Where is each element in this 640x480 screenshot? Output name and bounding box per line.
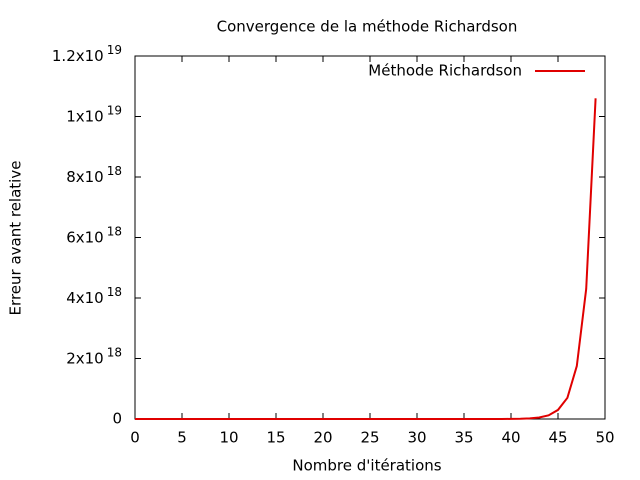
x-tick-label: 20 <box>313 429 332 447</box>
y-tick-mantissa: 2x10 <box>66 349 104 367</box>
x-axis-label: Nombre d'itérations <box>292 457 441 475</box>
y-tick-label: 2x10 18 <box>66 345 122 367</box>
y-tick-mantissa: 6x10 <box>66 228 104 246</box>
y-tick-exponent: 18 <box>107 285 122 299</box>
y-tick-exponent: 18 <box>107 164 122 178</box>
y-tick-label: 0 <box>112 410 122 428</box>
y-axis-label: Erreur avant relative <box>7 161 25 316</box>
y-tick-label: 8x10 18 <box>66 164 122 186</box>
x-tick-label: 45 <box>548 429 567 447</box>
x-tick-label: 0 <box>130 429 140 447</box>
y-tick-mantissa: 1.2x10 <box>52 47 104 65</box>
x-tick-label: 10 <box>219 429 238 447</box>
y-tick-exponent: 19 <box>107 103 122 117</box>
y-tick-label: 4x10 18 <box>66 285 122 307</box>
plot-border <box>134 55 606 420</box>
y-tick-mantissa: 1x10 <box>66 107 104 125</box>
y-tick-exponent: 19 <box>107 43 122 57</box>
y-tick-exponent: 18 <box>107 345 122 359</box>
x-tick-label: 35 <box>454 429 473 447</box>
y-tick-label: 1.2x10 19 <box>52 43 122 65</box>
legend-label: Méthode Richardson <box>368 62 522 80</box>
x-tick-label: 50 <box>595 429 614 447</box>
x-tick-label: 25 <box>360 429 379 447</box>
x-tick-label: 5 <box>177 429 187 447</box>
y-tick-label: 6x10 18 <box>66 224 122 246</box>
y-tick-mantissa: 8x10 <box>66 168 104 186</box>
chart-title: Convergence de la méthode Richardson <box>217 18 518 36</box>
y-tick-mantissa: 4x10 <box>66 289 104 307</box>
y-tick-label: 1x10 19 <box>66 103 122 125</box>
y-tick-exponent: 18 <box>107 224 122 238</box>
x-tick-label: 15 <box>266 429 285 447</box>
data-line <box>135 98 597 420</box>
x-tick-label: 30 <box>407 429 426 447</box>
x-tick-label: 40 <box>501 429 520 447</box>
